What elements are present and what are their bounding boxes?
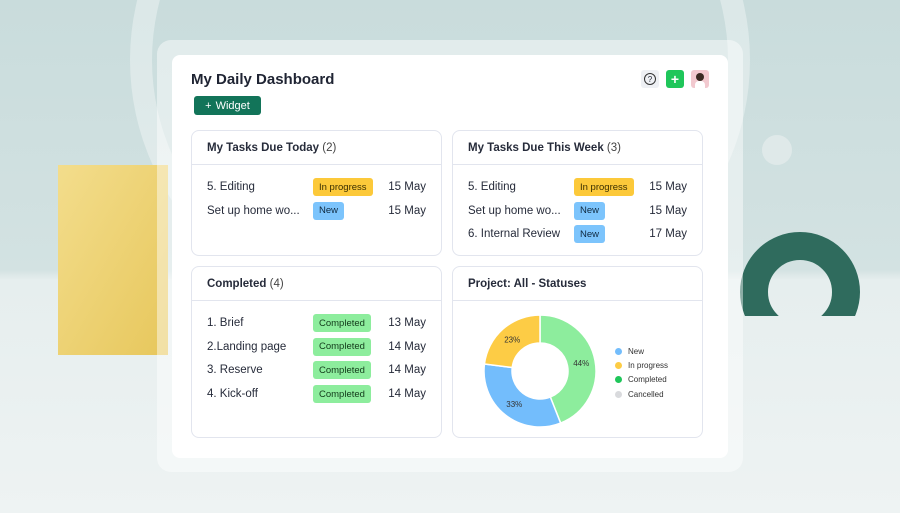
due-date: 14 May xyxy=(388,340,426,353)
help-button[interactable]: ? xyxy=(641,70,659,88)
task-row[interactable]: 6. Internal Review New 17 May xyxy=(453,225,702,249)
chart-legend: New In progress Completed Cancelled xyxy=(615,344,668,401)
task-row[interactable]: 2.Landing page Completed 14 May xyxy=(192,337,441,362)
task-row[interactable]: Set up home wo... New 15 May xyxy=(453,201,702,226)
add-widget-label: Widget xyxy=(215,99,250,112)
legend-label: New xyxy=(628,346,645,356)
task-row[interactable]: 3. Reserve Completed 14 May xyxy=(192,361,441,385)
add-button[interactable]: + xyxy=(666,70,684,88)
task-row[interactable]: 5. Editing In progress 15 May xyxy=(453,178,702,202)
background-ring xyxy=(740,232,860,316)
tasks-today-card: My Tasks Due Today (2) 5. Editing In prog… xyxy=(191,130,442,256)
due-date: 14 May xyxy=(388,364,426,377)
due-date: 14 May xyxy=(388,388,426,401)
background-ball xyxy=(762,135,792,165)
status-badge: New xyxy=(574,201,606,220)
legend-label: Completed xyxy=(628,375,667,385)
card-title: My Tasks Due Today xyxy=(207,142,320,154)
card-count: (2) xyxy=(322,142,337,154)
status-badge: Completed xyxy=(313,361,371,380)
legend-item: New xyxy=(615,344,668,358)
legend-item: Cancelled xyxy=(615,387,668,401)
status-badge: Completed xyxy=(313,337,371,356)
card-title: Project: All - Statuses xyxy=(468,278,587,290)
card-title: Completed xyxy=(207,278,267,290)
slice-label: 33% xyxy=(506,400,522,409)
due-date: 15 May xyxy=(649,181,687,193)
task-row[interactable]: Set up home wo... New 15 May xyxy=(192,201,441,226)
task-name: 4. Kick-off xyxy=(207,388,258,401)
legend-dot xyxy=(615,376,622,384)
card-count: (3) xyxy=(606,142,621,154)
slice-label: 23% xyxy=(504,335,520,344)
task-name: Set up home wo... xyxy=(468,204,561,217)
due-date: 15 May xyxy=(388,204,426,217)
legend-item: Completed xyxy=(615,373,668,387)
card-title: My Tasks Due This Week xyxy=(468,142,604,154)
completed-card: Completed (4) 1. Brief Completed 13 May 2.L… xyxy=(191,266,442,438)
task-row[interactable]: 4. Kick-off Completed 14 May xyxy=(192,385,441,409)
legend-label: Cancelled xyxy=(628,389,664,399)
plus-icon: + xyxy=(205,99,212,112)
status-badge: In progress xyxy=(574,178,634,196)
avatar[interactable] xyxy=(691,70,709,88)
legend-dot xyxy=(615,347,622,355)
due-date: 17 May xyxy=(649,228,687,241)
card-count: (4) xyxy=(269,278,284,290)
slice-label: 44% xyxy=(573,359,589,368)
slice-in-progress[interactable] xyxy=(483,314,541,369)
task-name: Set up home wo... xyxy=(207,204,300,217)
slice-new[interactable] xyxy=(483,363,562,428)
due-date: 15 May xyxy=(649,204,687,217)
legend-label: In progress xyxy=(628,360,669,370)
task-name: 2.Landing page xyxy=(207,340,287,353)
task-name: 5. Editing xyxy=(468,181,516,193)
task-row[interactable]: 5. Editing In progress 15 May xyxy=(192,178,441,202)
task-name: 5. Editing xyxy=(207,181,255,193)
due-date: 13 May xyxy=(388,317,426,329)
task-name: 6. Internal Review xyxy=(468,228,561,241)
status-badge: Completed xyxy=(313,314,371,332)
help-circle-icon: ? xyxy=(644,73,656,85)
task-name: 1. Brief xyxy=(207,317,244,329)
status-badge: New xyxy=(574,225,606,244)
background-rock xyxy=(58,165,168,355)
add-widget-button[interactable]: + Widget xyxy=(194,96,261,115)
legend-dot xyxy=(615,361,622,369)
task-name: 3. Reserve xyxy=(207,364,263,377)
legend-item: In progress xyxy=(615,358,668,372)
status-donut-chart: 44% 33% 23% xyxy=(483,314,597,428)
status-badge: New xyxy=(313,201,345,220)
dashboard-panel: My Daily Dashboard + Widget ? + My Tasks … xyxy=(172,55,728,458)
statuses-card: Project: All - Statuses 44% 33% 23% New In … xyxy=(452,266,703,438)
status-badge: Completed xyxy=(313,385,371,404)
task-row[interactable]: 1. Brief Completed 13 May xyxy=(192,314,441,338)
legend-dot xyxy=(615,390,622,398)
plus-icon: + xyxy=(670,71,680,87)
tasks-week-card: My Tasks Due This Week (3) 5. Editing In … xyxy=(452,130,703,256)
slice-completed[interactable] xyxy=(539,314,597,425)
page-title: My Daily Dashboard xyxy=(191,71,335,88)
status-badge: In progress xyxy=(313,178,373,196)
due-date: 15 May xyxy=(388,181,426,193)
